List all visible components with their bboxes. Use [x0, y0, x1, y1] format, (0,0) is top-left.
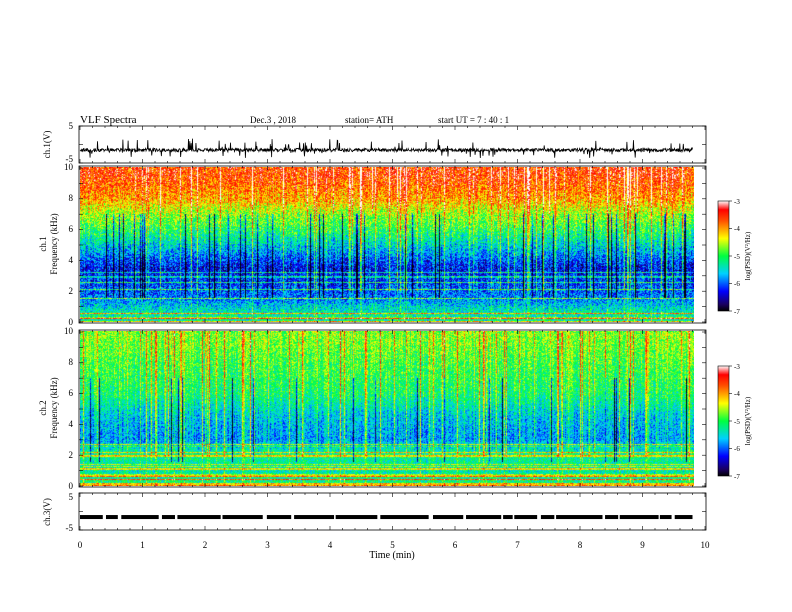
ch3-level-segment [105, 515, 118, 520]
ch1-spectrogram-image [80, 167, 694, 322]
ch3-level-segment [432, 515, 464, 520]
ch3-level-segment [222, 515, 263, 520]
ch1-freq-tick-4: 4 [69, 255, 74, 265]
ch1-waveform-panel: 5 -5 ch.1(V) [42, 121, 707, 164]
date-label: Dec.3 , 2018 [250, 115, 296, 125]
ch1-colorbar-label: log(PSD)(V²/Hz) [744, 231, 752, 280]
ch1-waveform-ylabel: ch.1(V) [42, 131, 52, 159]
ch1-freq-tick-6: 6 [69, 224, 74, 234]
ch3-level-segment [556, 515, 603, 520]
time-tick-label: 7 [515, 540, 520, 550]
ch1-freq-tick-8: 8 [69, 193, 74, 203]
ch1-freq-tick-0: 0 [69, 317, 74, 327]
ch2-freq-tick-2: 2 [69, 450, 74, 460]
ch1-waveform-frame [78, 125, 707, 164]
ch3-level-segment [161, 515, 175, 520]
ch2-colorbar-tick-m5: -5 [734, 418, 740, 426]
ch3-ytick-bottom: -5 [66, 523, 74, 533]
ch1-waveform-ticks [79, 125, 706, 164]
time-tick-label: 3 [265, 540, 270, 550]
ch2-freq-tick-6: 6 [69, 388, 74, 398]
ch1-spectrogram-panel: 10 8 6 4 2 0 ch.1 Frequency (kHz) -3 -4 … [38, 162, 752, 327]
ch1-spectrogram-ylabel: ch.1 [38, 236, 48, 251]
ch3-ytick-top: 5 [69, 492, 74, 502]
ch3-level-segment [380, 515, 429, 520]
ch2-colorbar [717, 365, 730, 477]
ch3-waveform-panel: 5 -5 ch.3(V) [42, 492, 707, 533]
ch2-spectrogram-ticks [79, 330, 706, 487]
ch3-level-segment [294, 515, 335, 520]
ch2-colorbar-tick-m6: -6 [734, 445, 740, 453]
ch1-colorbar-tick-m6: -6 [734, 280, 740, 288]
ch1-colorbar [717, 200, 730, 312]
ch1-freq-tick-2: 2 [69, 286, 74, 296]
ch2-spectrogram-image [80, 331, 694, 486]
ch3-level-segment [659, 515, 672, 520]
ch2-spectrogram-panel: 10 8 6 4 2 0 ch.2 Frequency (kHz) -3 -4 … [38, 326, 752, 491]
ch2-colorbar-tick-m4: -4 [734, 390, 740, 398]
time-axis-tick-labels: 0 1 2 3 4 5 6 7 8 9 10 [78, 540, 710, 550]
ch3-waveform-frame [78, 492, 707, 531]
ch3-level-segment [605, 515, 619, 520]
time-tick-label: 9 [640, 540, 645, 550]
ch1-freq-tick-10: 10 [64, 162, 74, 172]
time-tick-label: 5 [390, 540, 395, 550]
ch1-colorbar-tick-m4: -4 [734, 225, 740, 233]
ch2-colorbar-tick-m3: -3 [734, 363, 740, 371]
ch1-spectrogram-ticks [79, 166, 706, 323]
ch3-level-segment [503, 515, 513, 520]
time-tick-label: 4 [328, 540, 333, 550]
time-axis-label: Time (min) [369, 550, 414, 561]
ch2-colorbar-label: log(PSD)(V²/Hz) [744, 396, 752, 445]
time-tick-label: 0 [78, 540, 83, 550]
ch2-freq-tick-10: 10 [64, 326, 74, 336]
start-time-label: start UT = 7 : 40 : 1 [438, 115, 509, 125]
ch1-ytick-bottom: -5 [66, 154, 74, 164]
ch3-waveform-trace [80, 515, 693, 520]
ch1-colorbar-tick-m7: -7 [734, 308, 740, 316]
ch3-level-segment [466, 515, 502, 520]
time-tick-label: 1 [140, 540, 145, 550]
time-tick-label: 8 [578, 540, 583, 550]
time-tick-label: 6 [453, 540, 458, 550]
ch3-level-segment [514, 515, 538, 520]
ch3-level-segment [619, 515, 659, 520]
ch1-colorbar-tick-m5: -5 [734, 253, 740, 261]
ch3-waveform-ylabel: ch.3(V) [42, 498, 52, 526]
ch3-level-segment [266, 515, 292, 520]
ch1-ytick-top: 5 [69, 121, 74, 131]
ch2-spectrogram-ylabel: ch.2 [38, 400, 48, 415]
figure-title: VLF Spectra [80, 114, 137, 126]
ch1-frequency-axis-label: Frequency (kHz) [49, 213, 59, 274]
ch2-colorbar-tick-m7: -7 [734, 473, 740, 481]
ch3-waveform-ticks [79, 492, 706, 531]
ch1-colorbar-tick-m3: -3 [734, 198, 740, 206]
ch3-level-segment [80, 515, 103, 520]
ch3-level-segment [540, 515, 555, 520]
ch2-freq-tick-8: 8 [69, 357, 74, 367]
station-label: station= ATH [345, 115, 394, 125]
ch2-freq-tick-4: 4 [69, 419, 74, 429]
ch2-freq-tick-0: 0 [69, 481, 74, 491]
time-tick-label: 10 [701, 540, 711, 550]
ch1-waveform-trace [79, 138, 693, 158]
ch3-level-segment [674, 515, 693, 520]
ch3-level-segment [121, 515, 159, 520]
ch2-frequency-axis-label: Frequency (kHz) [49, 377, 59, 438]
time-tick-label: 2 [203, 540, 208, 550]
ch3-level-segment [177, 515, 221, 520]
ch3-level-segment [335, 515, 378, 520]
